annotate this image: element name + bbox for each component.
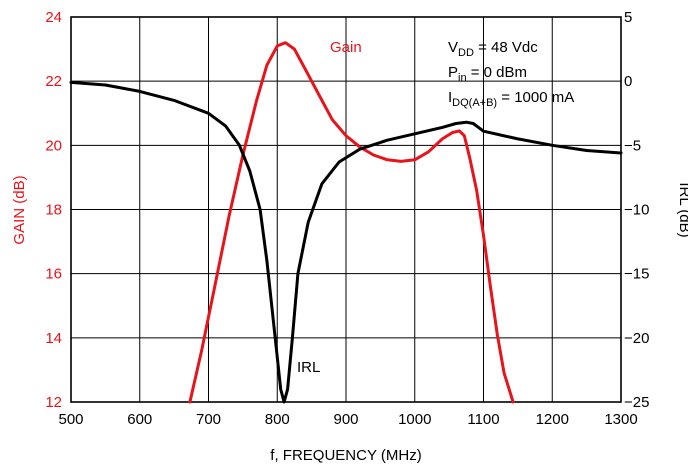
y-left-tick-label: 12 <box>45 394 62 411</box>
x-axis-title: f, FREQUENCY (MHz) <box>270 447 421 464</box>
y-left-tick-label: 16 <box>45 266 62 283</box>
y-right-axis-title: IRL (dB) <box>676 182 688 237</box>
x-tick-label: 1000 <box>398 411 431 428</box>
gain-series-line <box>188 41 515 404</box>
irl-series-label: IRL <box>297 359 320 376</box>
y-left-axis-title: GAIN (dB) <box>11 175 28 244</box>
vdd-sub: DD <box>458 47 474 59</box>
x-tick-label: 1100 <box>467 411 499 428</box>
y-left-tick-label: 24 <box>45 9 62 26</box>
gain-series-label: Gain <box>330 39 362 56</box>
y-left-tick-label: 14 <box>45 330 62 347</box>
y-right-tick-label: −15 <box>624 266 649 283</box>
idq-sub: DQ(A+B) <box>452 97 497 109</box>
y-left-tick-label: 22 <box>45 73 62 90</box>
pin-annotation: Pin = 0 dBm <box>448 64 527 84</box>
x-tick-label: 500 <box>58 411 83 428</box>
vdd-main: V <box>448 39 458 56</box>
grid-lines <box>71 17 621 402</box>
y-left-tick-label: 20 <box>45 137 62 154</box>
irl-series-line <box>69 80 623 404</box>
y-right-tick-label: 0 <box>624 73 632 90</box>
idq-annotation: IDQ(A+B) = 1000 mA <box>448 89 574 109</box>
y-right-tick-label: −20 <box>624 330 649 347</box>
idq-main: I <box>448 89 452 106</box>
y-right-tick-label: −5 <box>624 137 641 154</box>
y-right-tick-label: −10 <box>624 202 649 219</box>
x-tick-label: 700 <box>196 411 221 428</box>
y-left-tick-labels: 12 14 16 18 20 22 24 <box>45 9 62 411</box>
y-right-tick-label: −25 <box>624 394 649 411</box>
pin-sub: in <box>458 72 467 84</box>
series-lines <box>69 41 623 404</box>
y-left-tick-label: 18 <box>45 202 62 219</box>
idq-rest: = 1000 mA <box>497 89 574 106</box>
x-tick-label: 1300 <box>604 411 637 428</box>
vdd-rest: = 48 Vdc <box>474 39 538 56</box>
x-tick-label: 900 <box>333 411 358 428</box>
x-tick-label: 600 <box>127 411 152 428</box>
plot-frame <box>70 16 622 403</box>
pin-rest: = 0 dBm <box>467 64 527 81</box>
x-tick-labels: 500 600 700 800 900 1000 1100 1200 1300 <box>58 411 637 428</box>
x-tick-label: 800 <box>265 411 290 428</box>
x-tick-label: 1200 <box>536 411 569 428</box>
y-right-tick-labels: −25 −20 −15 −10 −5 0 5 <box>624 9 649 411</box>
vdd-annotation: VDD = 48 Vdc <box>448 39 538 59</box>
pin-main: P <box>448 64 458 81</box>
y-right-tick-label: 5 <box>624 9 632 26</box>
